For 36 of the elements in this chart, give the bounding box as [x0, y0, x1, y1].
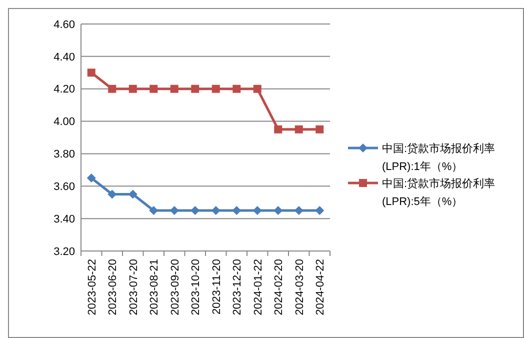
- point: [294, 125, 303, 134]
- point: [316, 125, 324, 134]
- y-tick-label: 3.60: [54, 180, 75, 193]
- point: [128, 84, 137, 93]
- point: [86, 174, 96, 183]
- legend-label: 中国:贷款市场报价利率(LPR):5年（%）: [382, 177, 496, 208]
- x-tick-label: 2023-10-20: [190, 259, 202, 316]
- x-tick-label: 2024-04-22: [314, 259, 327, 316]
- x-tick-label: 2023-11-20: [210, 259, 223, 314]
- y-tick-label: 4.00: [54, 116, 75, 128]
- y-tick-label: 4.60: [54, 18, 75, 31]
- point: [150, 84, 158, 93]
- point: [274, 125, 282, 134]
- point: [212, 84, 220, 93]
- x-tick-label: 2023-07-20: [128, 259, 140, 316]
- x-tick-label: 2024-03-20: [294, 259, 306, 316]
- x-tick-label: 2024-01-22: [252, 259, 264, 316]
- x-tick-label: 2023-08-21: [148, 259, 161, 316]
- y-tick-label: 3.80: [54, 148, 75, 161]
- x-tick-label: 2023-06-20: [107, 259, 120, 316]
- x-tick-label: 2023-09-20: [169, 259, 182, 316]
- point: [232, 84, 241, 93]
- y-tick-label: 3.40: [54, 213, 75, 226]
- x-tick-label: 2023-05-22: [86, 259, 98, 316]
- point: [108, 84, 116, 93]
- point: [315, 206, 324, 215]
- y-tick-label: 4.40: [54, 51, 75, 64]
- x-tick-label: 2024-02-20: [273, 259, 286, 316]
- point: [87, 68, 96, 77]
- y-tick-label: 4.20: [54, 84, 75, 96]
- point: [170, 84, 178, 93]
- x-tick-label: 2023-12-20: [232, 259, 244, 316]
- legend-label: 中国:贷款市场报价利率(LPR):1年（%）: [382, 142, 496, 173]
- y-tick-label: 3.20: [54, 246, 75, 258]
- point: [253, 84, 262, 93]
- point: [191, 84, 200, 93]
